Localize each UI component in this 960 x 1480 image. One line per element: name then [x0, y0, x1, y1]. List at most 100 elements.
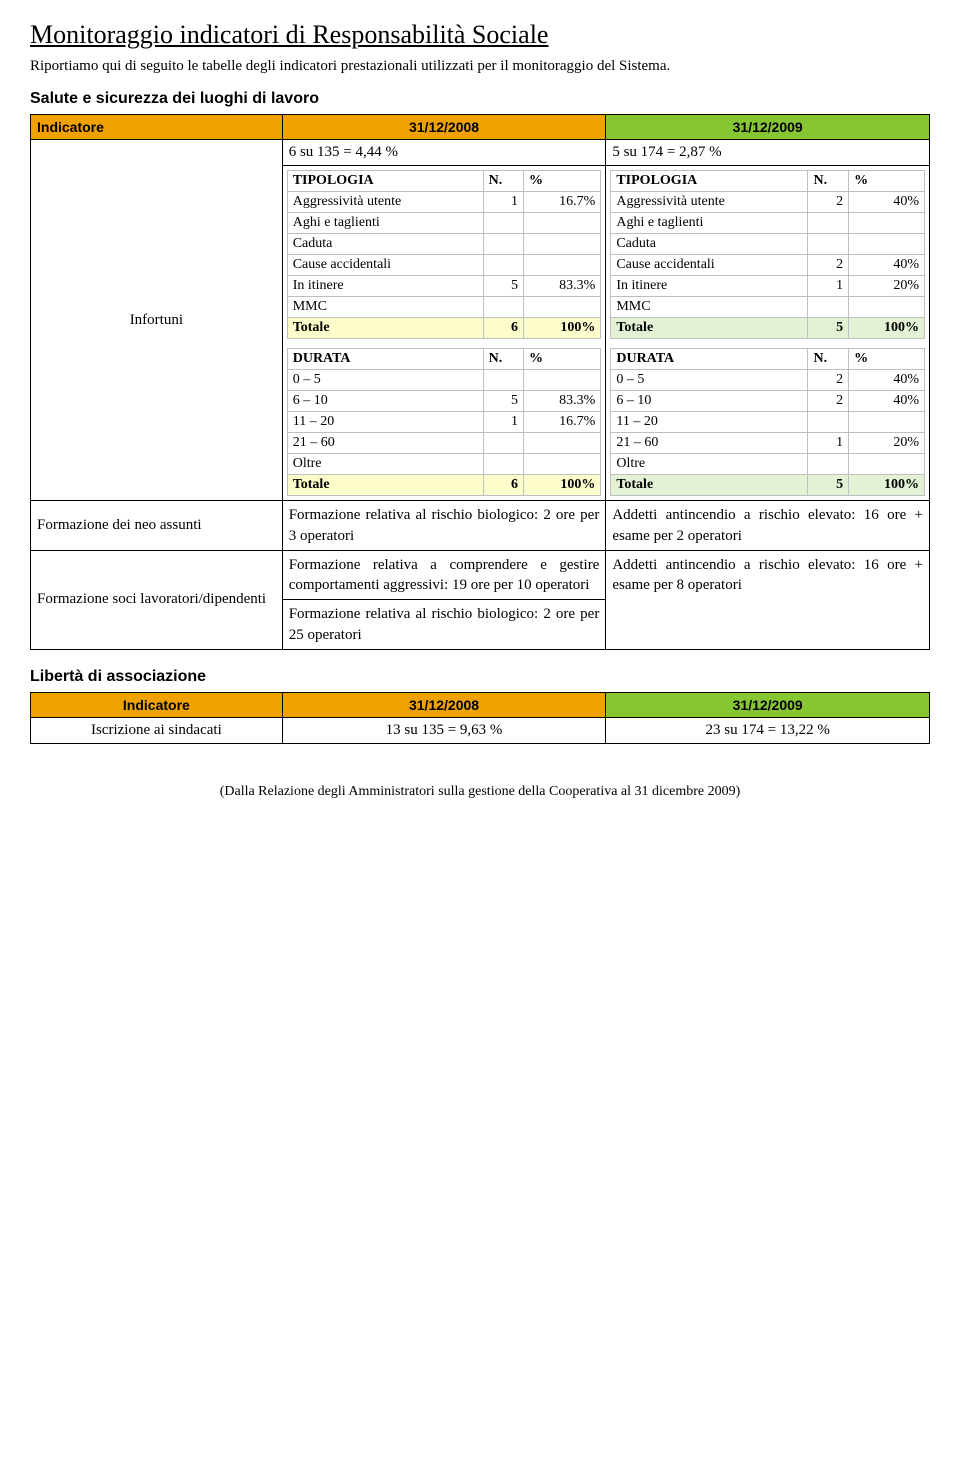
- cell: 1: [808, 276, 849, 297]
- cell: In itinere: [287, 276, 483, 297]
- summary-2009: 5 su 174 = 2,87 %: [606, 140, 930, 166]
- cell: [849, 234, 925, 255]
- cell: [808, 297, 849, 318]
- cell: Aghi e taglienti: [287, 213, 483, 234]
- cell: [524, 454, 601, 475]
- cell: [483, 213, 523, 234]
- cell: [808, 213, 849, 234]
- cell: 1: [483, 412, 523, 433]
- cell: 100%: [849, 318, 925, 339]
- cell: 11 – 20: [287, 412, 483, 433]
- cell: [524, 370, 601, 391]
- cell: Totale: [611, 318, 808, 339]
- infortuni-label: Infortuni: [31, 140, 283, 501]
- cell: Caduta: [611, 234, 808, 255]
- cell: [483, 255, 523, 276]
- cell: 20%: [849, 433, 925, 454]
- cell: [483, 370, 523, 391]
- th: N.: [808, 171, 849, 192]
- cell: 0 – 5: [287, 370, 483, 391]
- cell: 83.3%: [524, 276, 601, 297]
- row-label-formazione-soci: Formazione soci lavoratori/dipendenti: [31, 550, 283, 649]
- cell: 40%: [849, 370, 925, 391]
- col-header-2008: 31/12/2008: [282, 115, 606, 140]
- cell: 6 – 10: [287, 391, 483, 412]
- row2-2009: Addetti antincendio a rischio elevato: 1…: [606, 501, 930, 551]
- cell: [849, 412, 925, 433]
- cell: MMC: [287, 297, 483, 318]
- cell: 40%: [849, 255, 925, 276]
- cell: 100%: [524, 475, 601, 496]
- cell: Caduta: [287, 234, 483, 255]
- cell: [808, 234, 849, 255]
- intro-text: Riportiamo qui di seguito le tabelle deg…: [30, 56, 930, 76]
- cell: Cause accidentali: [287, 255, 483, 276]
- col-header-indicatore: Indicatore: [31, 115, 283, 140]
- cell: Oltre: [611, 454, 808, 475]
- th: %: [524, 349, 601, 370]
- th: DURATA: [287, 349, 483, 370]
- th: N.: [483, 171, 523, 192]
- th: %: [849, 171, 925, 192]
- cell: 11 – 20: [611, 412, 808, 433]
- cell: [483, 454, 523, 475]
- cell: 21 – 60: [287, 433, 483, 454]
- row3-2009: Addetti antincendio a rischio elevato: 1…: [606, 550, 930, 649]
- cell: [808, 412, 849, 433]
- cell: [849, 454, 925, 475]
- cell: Oltre: [287, 454, 483, 475]
- cell: 6: [483, 475, 523, 496]
- th: %: [849, 349, 925, 370]
- summary-2008: 6 su 135 = 4,44 %: [282, 140, 606, 166]
- table-salute: Indicatore 31/12/2008 31/12/2009 Infortu…: [30, 114, 930, 650]
- th: %: [524, 171, 601, 192]
- cell: 5: [808, 318, 849, 339]
- cell: [524, 297, 601, 318]
- cell: Aggressività utente: [611, 192, 808, 213]
- th: DURATA: [611, 349, 808, 370]
- cell: [483, 297, 523, 318]
- row-label-formazione-neo: Formazione dei neo assunti: [31, 501, 283, 551]
- cell: Totale: [287, 318, 483, 339]
- cell: In itinere: [611, 276, 808, 297]
- row3-2008b: Formazione relativa al rischio biologico…: [282, 600, 606, 650]
- cell: [524, 255, 601, 276]
- cell: 40%: [849, 391, 925, 412]
- page-title: Monitoraggio indicatori di Responsabilit…: [30, 20, 930, 50]
- cell: 2: [808, 391, 849, 412]
- col-header-2008: 31/12/2008: [282, 692, 606, 717]
- cell: [483, 234, 523, 255]
- cell: 100%: [849, 475, 925, 496]
- cell: 40%: [849, 192, 925, 213]
- cell: [849, 297, 925, 318]
- cell: MMC: [611, 297, 808, 318]
- col-header-indicatore: Indicatore: [31, 692, 283, 717]
- cell: 20%: [849, 276, 925, 297]
- cell: 83.3%: [524, 391, 601, 412]
- row-label-sindacati: Iscrizione ai sindacati: [31, 717, 283, 743]
- cell: Aggressività utente: [287, 192, 483, 213]
- cell: [524, 433, 601, 454]
- cell: [524, 234, 601, 255]
- tipologia-2008-table: TIPOLOGIA N. % Aggressività utente116.7%…: [287, 170, 602, 496]
- cell: [483, 433, 523, 454]
- th: N.: [483, 349, 523, 370]
- th: TIPOLOGIA: [611, 171, 808, 192]
- sindacati-2009: 23 su 174 = 13,22 %: [606, 717, 930, 743]
- cell: Cause accidentali: [611, 255, 808, 276]
- cell: 1: [808, 433, 849, 454]
- cell: [808, 454, 849, 475]
- cell: 16.7%: [524, 412, 601, 433]
- cell: 0 – 5: [611, 370, 808, 391]
- cell: 6: [483, 318, 523, 339]
- th: N.: [808, 349, 849, 370]
- cell: Aghi e taglienti: [611, 213, 808, 234]
- cell: 2: [808, 192, 849, 213]
- footer-note: (Dalla Relazione degli Amministratori su…: [30, 784, 930, 800]
- cell: 6 – 10: [611, 391, 808, 412]
- inner-2008: TIPOLOGIA N. % Aggressività utente116.7%…: [282, 166, 606, 501]
- cell: 5: [483, 276, 523, 297]
- section-title-salute: Salute e sicurezza dei luoghi di lavoro: [30, 90, 930, 108]
- cell: 1: [483, 192, 523, 213]
- cell: 21 – 60: [611, 433, 808, 454]
